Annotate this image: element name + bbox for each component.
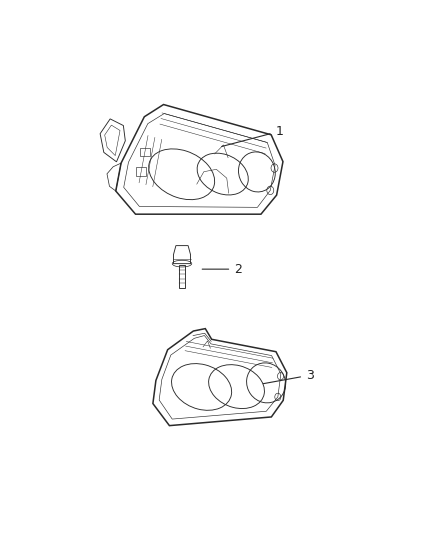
Bar [179,265,185,288]
Text: 3: 3 [263,369,314,384]
Text: 2: 2 [202,263,242,276]
Bar [136,167,146,176]
Text: 1: 1 [222,125,283,147]
Bar [140,148,150,156]
